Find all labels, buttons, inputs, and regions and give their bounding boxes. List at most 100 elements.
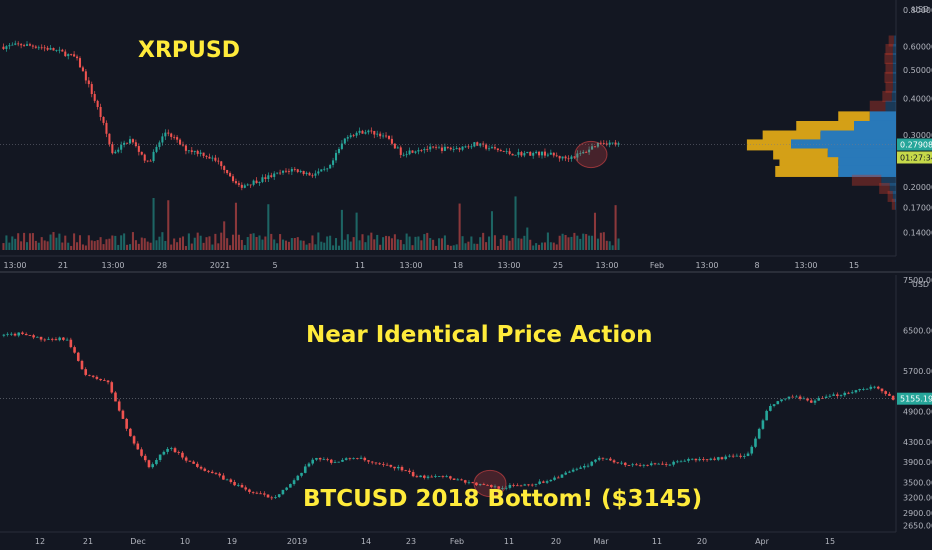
volume-bar	[214, 233, 217, 250]
candle-body	[49, 48, 52, 50]
x-tick-label: 21	[58, 261, 68, 270]
candle-body	[229, 479, 233, 482]
candle-body	[120, 144, 123, 150]
volume-bar	[488, 236, 491, 250]
candle-body	[783, 398, 787, 400]
candle-body	[591, 146, 594, 150]
volume-bar	[602, 232, 605, 250]
candle-body	[455, 148, 458, 150]
volume-bar	[220, 232, 223, 250]
candle-body	[111, 144, 114, 154]
volume-bar	[446, 244, 449, 250]
volume-bar	[502, 235, 505, 250]
volume-bar	[73, 233, 76, 250]
candle-body	[285, 487, 288, 490]
volume-profile-sell-bar	[869, 111, 896, 123]
candle-body	[334, 152, 338, 161]
volume-bar	[511, 237, 514, 250]
candle-body	[69, 339, 73, 348]
candle-body	[553, 477, 556, 480]
volume-bar	[411, 245, 414, 250]
candle-body	[293, 168, 296, 170]
candle-body	[486, 484, 489, 486]
y-tick-label: 0.14000	[903, 229, 932, 238]
candle-body	[743, 455, 746, 457]
candle-body	[290, 168, 293, 172]
candle-body	[236, 484, 240, 486]
candle-body	[475, 482, 478, 486]
volume-profile-buy-bar	[773, 148, 828, 160]
candle-body	[373, 130, 376, 135]
volume-bar	[582, 233, 585, 250]
candle-body	[471, 482, 474, 484]
candle-body	[370, 130, 373, 132]
candle-body	[558, 155, 561, 159]
x-tick-label: 28	[157, 261, 167, 270]
candle-body	[13, 333, 17, 336]
candle-body	[376, 133, 379, 135]
candle-body	[720, 457, 724, 460]
volume-bar	[208, 236, 211, 250]
candle-body	[355, 132, 358, 136]
candle-body	[318, 457, 322, 460]
candle-body	[155, 459, 158, 465]
candle-body	[151, 464, 154, 468]
x-tick-label: Feb	[450, 537, 464, 546]
candle-body	[274, 497, 277, 498]
volume-bar	[11, 236, 14, 250]
candle-body	[117, 401, 121, 411]
candle-body	[6, 333, 9, 335]
candle-body	[440, 147, 443, 151]
volume-bar	[176, 242, 179, 250]
volume-profile-sell-bar	[893, 35, 896, 47]
candle-body	[679, 461, 683, 463]
volume-profile-sell-bar	[838, 157, 896, 169]
volume-bar	[252, 233, 255, 250]
volume-bar	[261, 239, 264, 250]
volume-bar	[573, 232, 576, 250]
candle-body	[464, 146, 467, 148]
volume-bar	[152, 197, 155, 250]
volume-bar	[408, 236, 411, 250]
x-tick-label: 25	[553, 261, 563, 270]
x-tick-label: 2021	[210, 261, 230, 270]
y-tick-label: 4900.00	[903, 408, 932, 417]
volume-bar	[40, 237, 43, 250]
candle-body	[426, 149, 429, 150]
volume-bar	[479, 237, 482, 250]
candle-body	[164, 132, 167, 137]
xrp-chart-title: XRPUSD	[138, 38, 240, 63]
candle-body	[9, 333, 13, 335]
volume-bar	[393, 234, 396, 250]
volume-bar	[611, 245, 614, 250]
candle-body	[573, 156, 576, 158]
volume-profile-buy-bar	[746, 139, 791, 151]
candle-body	[570, 156, 573, 159]
candle-body	[123, 142, 126, 145]
volume-bar	[585, 234, 588, 250]
volume-bar	[564, 235, 567, 250]
volume-profile-sell-bar	[892, 53, 896, 65]
candle-body	[540, 151, 544, 156]
volume-bar	[231, 234, 235, 250]
volume-bar	[243, 245, 246, 250]
candle-body	[329, 164, 332, 169]
volume-bar	[608, 241, 611, 250]
volume-bar	[293, 238, 296, 250]
volume-bar	[346, 234, 349, 250]
candle-body	[326, 459, 329, 461]
candle-body	[393, 143, 396, 149]
candle-body	[642, 464, 646, 466]
candle-body	[37, 47, 40, 49]
volume-profile-sell-bar	[881, 174, 896, 186]
candle-body	[385, 464, 389, 466]
candle-body	[93, 94, 96, 101]
volume-bar	[529, 239, 532, 250]
volume-bar	[58, 233, 61, 250]
volume-bar	[258, 235, 261, 250]
volume-bar	[46, 241, 49, 250]
candle-body	[482, 143, 485, 145]
volume-bar	[496, 245, 499, 250]
candle-body	[263, 493, 266, 495]
